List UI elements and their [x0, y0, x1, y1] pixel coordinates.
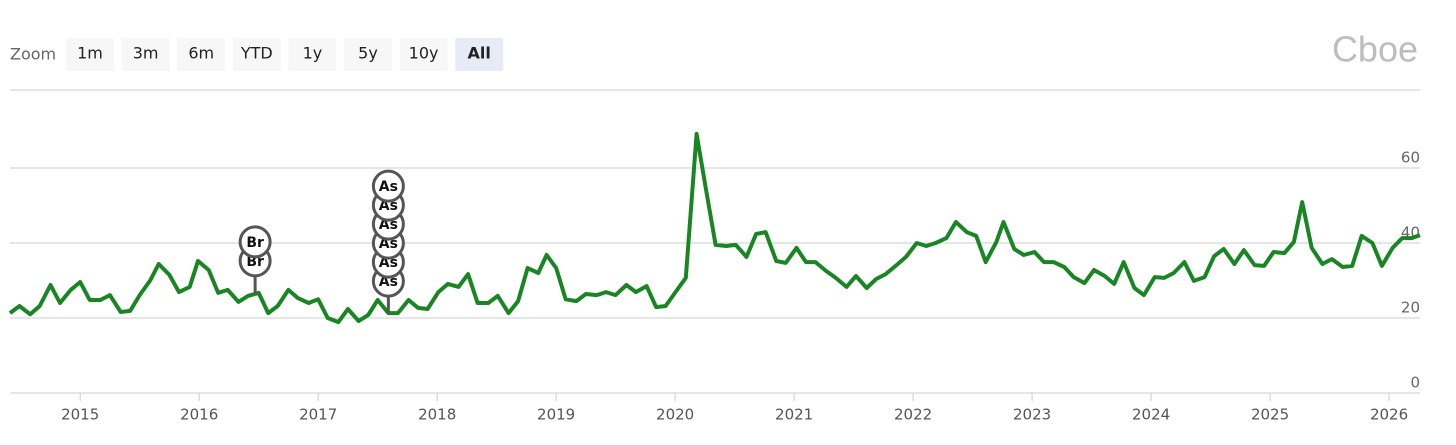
x-tick-label: 2026	[1370, 406, 1408, 424]
zoom-button-label: 1y	[303, 44, 323, 63]
zoom-button-bg	[288, 38, 337, 71]
flag-label: As	[379, 274, 398, 290]
zoom-button-label: 10y	[409, 44, 439, 63]
zoom-button-bg	[232, 38, 281, 71]
line-series	[8, 131, 1421, 325]
zoom-button-bg	[455, 38, 504, 71]
zoom-button-label: 3m	[133, 44, 159, 63]
zoom-button-bg	[399, 38, 448, 71]
x-tick-label: 2015	[61, 406, 99, 424]
x-tick-label: 2021	[775, 406, 813, 424]
zoom-button[interactable]: 1m	[66, 38, 114, 71]
zoom-button-bg	[121, 38, 170, 71]
x-tick-label: 2024	[1132, 406, 1170, 424]
flag-label: As	[379, 198, 398, 214]
zoom-button[interactable]: 6m	[177, 38, 226, 71]
zoom-button[interactable]: YTD	[232, 38, 281, 71]
y-tick-label: 20	[1401, 299, 1420, 317]
flag-label: As	[379, 236, 398, 252]
x-tick-label: 2023	[1013, 406, 1051, 424]
zoom-button-label: All	[468, 44, 491, 63]
zoom-button[interactable]: All	[455, 38, 504, 71]
zoom-button[interactable]: 3m	[121, 38, 170, 71]
x-tick-label: 2017	[299, 406, 337, 424]
zoom-button[interactable]: 1y	[288, 38, 337, 71]
zoom-button[interactable]: 5y	[344, 38, 392, 71]
flag-label: Br	[246, 235, 264, 251]
y-tick-label: 60	[1401, 149, 1420, 167]
flag[interactable]: Br	[238, 225, 272, 259]
zoom-button-label: 6m	[188, 44, 214, 63]
x-tick-label: 2020	[656, 406, 694, 424]
y-tick-label: 0	[1410, 374, 1420, 392]
flag-label: Br	[246, 254, 264, 270]
zoom-label: Zoom	[10, 45, 56, 64]
zoom-button[interactable]: 10y	[399, 38, 448, 71]
x-tick-label: 2018	[418, 406, 456, 424]
zoom-button-label: 5y	[358, 44, 378, 63]
flag-circle	[371, 169, 405, 203]
x-tick-label: 2016	[180, 406, 218, 424]
flag[interactable]: As	[371, 169, 405, 203]
zoom-button-label: 1m	[77, 44, 103, 63]
flag-label: As	[379, 217, 398, 233]
zoom-button-bg	[66, 38, 114, 71]
flag-label: As	[379, 255, 398, 271]
flag-circle	[238, 225, 272, 259]
zoom-button-label: YTD	[240, 44, 273, 63]
logo: Cboe	[1332, 29, 1418, 70]
x-tick-label: 2025	[1251, 406, 1289, 424]
zoom-button-bg	[177, 38, 226, 71]
x-tick-label: 2019	[537, 406, 575, 424]
x-tick-label: 2022	[894, 406, 932, 424]
flag-label: As	[379, 179, 398, 195]
zoom-button-bg	[344, 38, 392, 71]
